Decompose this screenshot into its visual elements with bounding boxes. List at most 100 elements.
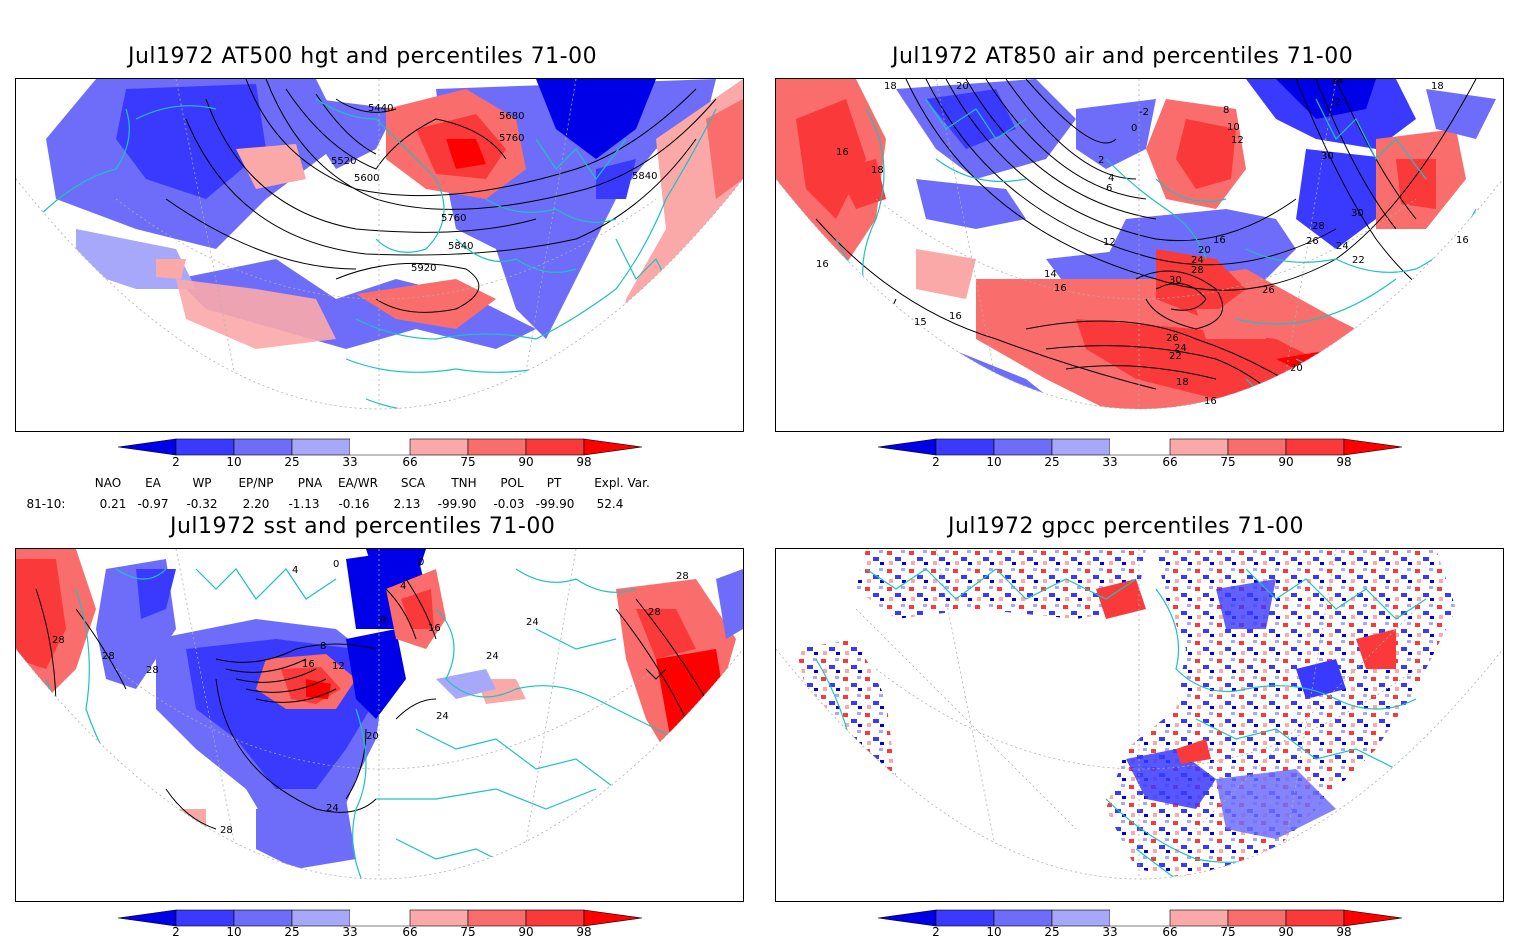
colorbar-tick: 98 <box>576 925 592 939</box>
contour-label: -2 <box>1139 107 1149 118</box>
index-name: WP <box>192 476 212 490</box>
colorbar-tick: 25 <box>284 455 300 469</box>
contour-label: 20 <box>956 81 969 92</box>
index-name: EP/NP <box>238 476 274 490</box>
contour-label: 26 <box>1166 333 1179 344</box>
contour-label: 5840 <box>448 241 473 252</box>
colorbar-tick: 90 <box>1278 455 1294 469</box>
contour-label: 4 <box>292 565 298 576</box>
index-value: -99.90 <box>437 497 477 511</box>
colorbar-tick: 66 <box>402 455 418 469</box>
colorbar-tick: 10 <box>226 925 242 939</box>
contour-label: 16 <box>1456 235 1469 246</box>
index-value: 2.13 <box>393 497 421 511</box>
index-value: 52.4 <box>596 497 624 511</box>
contour-label: 15 <box>914 317 927 328</box>
contour-label: 26 <box>1262 285 1275 296</box>
colorbar-tick: 98 <box>576 455 592 469</box>
colorbar-tick: 75 <box>460 455 476 469</box>
contour-label: 8 <box>1223 105 1229 116</box>
colorbar-top-left: 2 10 25 33 66 75 90 98 <box>117 438 643 469</box>
contour-label: 5760 <box>499 133 524 144</box>
contour-label: 10 <box>1227 122 1240 133</box>
index-value: -0.03 <box>493 497 525 511</box>
contour-label: 28 <box>676 571 689 582</box>
panel3-title: Jul1972 sst and percentiles 71-00 <box>170 514 556 539</box>
contour-label: 28 <box>220 825 233 836</box>
colorbar-tick: 75 <box>1220 455 1236 469</box>
colorbar-tick: 33 <box>1102 455 1118 469</box>
contour-label: 16 <box>816 259 829 270</box>
index-value: -0.16 <box>338 497 370 511</box>
contour-label: 5600 <box>354 173 379 184</box>
index-name: EA <box>145 476 161 490</box>
colorbar-tick: 2 <box>932 455 940 469</box>
colorbar-tick: 2 <box>172 925 180 939</box>
contour-label: 18 <box>1176 377 1189 388</box>
contour-label: 5920 <box>411 263 436 274</box>
contour-label: 12 <box>1103 237 1116 248</box>
contour-label: 28 <box>146 665 159 676</box>
contour-label: 0 <box>418 557 424 568</box>
contour-label: 24 <box>326 803 339 814</box>
colorbar-tick: 98 <box>1336 455 1352 469</box>
index-value: 0.21 <box>99 497 127 511</box>
panel2-title: Jul1972 AT850 air and percentiles 71-00 <box>892 44 1354 69</box>
contour-label: 12 <box>332 661 345 672</box>
contour-label: 18 <box>884 81 897 92</box>
contour-label: 20 <box>1290 363 1303 374</box>
contour-label: 16 <box>428 623 441 634</box>
contour-label: 4 <box>400 581 406 592</box>
contour-label: 30 <box>1169 275 1182 286</box>
colorbar-tick: 10 <box>226 455 242 469</box>
contour-label: 18 <box>1431 81 1444 92</box>
index-name: POL <box>500 476 524 490</box>
colorbar-tick: 90 <box>518 455 534 469</box>
colorbar-tick: 10 <box>986 925 1002 939</box>
contour-label: 28 <box>1312 221 1325 232</box>
contour-label: 0 <box>1131 123 1137 134</box>
panel1-title: Jul1972 AT500 hgt and percentiles 71-00 <box>128 44 598 69</box>
contour-label: 5680 <box>499 111 524 122</box>
contour-label: 2 <box>1098 155 1104 166</box>
contour-label: 30 <box>1351 208 1364 219</box>
contour-label: 5440 <box>368 103 393 114</box>
index-name: NAO <box>94 476 122 490</box>
contour-label: 16 <box>949 311 962 322</box>
contour-label: 0 <box>333 559 339 570</box>
index-names-row: NAO EA WP EP/NP PNA EA/WR SCA TNH POL PT… <box>0 476 700 492</box>
contour-label: 5760 <box>441 213 466 224</box>
contour-label: 28 <box>648 607 661 618</box>
contour-label: 20 <box>366 731 379 742</box>
contour-label: 24 <box>486 651 499 662</box>
index-value: -1.13 <box>288 497 320 511</box>
index-name: EA/WR <box>337 476 379 490</box>
contour-label: 28 <box>1191 265 1204 276</box>
contour-label: 24 <box>1336 241 1349 252</box>
colorbar-tick: 98 <box>1336 925 1352 939</box>
contour-label: 14 <box>1044 269 1057 280</box>
contour-label: 30 <box>1321 151 1334 162</box>
index-value: -0.97 <box>137 497 169 511</box>
index-row-label: 81-10: <box>26 497 66 511</box>
panel4-title: Jul1972 gpcc percentiles 71-00 <box>948 514 1305 539</box>
contour-label: 24 <box>1331 79 1344 87</box>
colorbar-tick: 66 <box>402 925 418 939</box>
colorbar-top-right: 2 10 25 33 66 75 90 98 <box>877 438 1403 469</box>
contour-label: 28 <box>102 651 115 662</box>
index-name: Expl. Var. <box>594 476 650 490</box>
colorbar-tick: 66 <box>1162 925 1178 939</box>
index-values-row: 81-10: 0.21 -0.97 -0.32 2.20 -1.13 -0.16… <box>0 497 700 513</box>
contour-label: 22 <box>1352 255 1365 266</box>
colorbar-bottom-left: 2 10 25 33 66 75 90 98 <box>117 909 643 939</box>
index-name: PNA <box>297 476 323 490</box>
index-value: -0.32 <box>186 497 218 511</box>
contour-label: 12 <box>1231 135 1244 146</box>
contour-label: 6 <box>1106 183 1112 194</box>
contour-label: 16 <box>1204 396 1217 407</box>
colorbar-tick: 75 <box>460 925 476 939</box>
colorbar-tick: 33 <box>342 925 358 939</box>
colorbar-tick: 25 <box>284 925 300 939</box>
contour-label: 5840 <box>632 171 657 182</box>
colorbar-tick: 33 <box>1102 925 1118 939</box>
